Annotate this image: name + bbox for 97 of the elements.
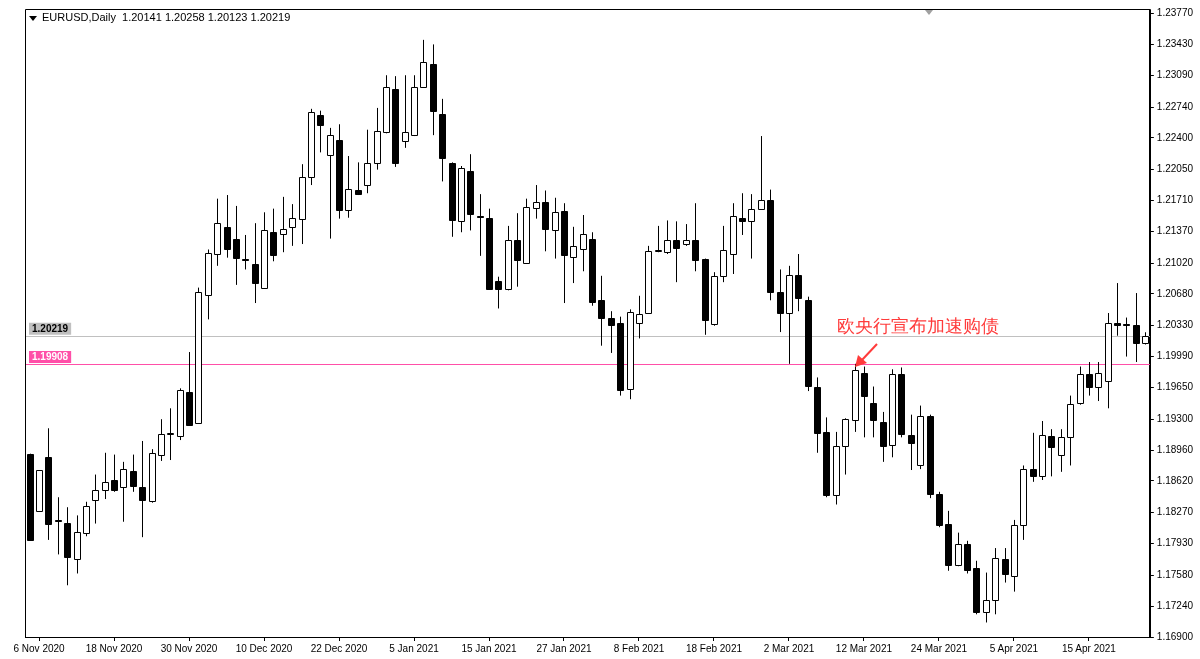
- y-tick-label: 1.19990: [1156, 350, 1194, 362]
- candlestick: [655, 225, 662, 253]
- candlestick: [1002, 547, 1009, 584]
- x-tick-label: 10 Dec 2020: [235, 642, 293, 654]
- candlestick: [1086, 361, 1093, 397]
- x-tick-label: 30 Nov 2020: [160, 642, 218, 654]
- y-tick-label: 1.20680: [1156, 287, 1194, 299]
- candlestick: [402, 74, 409, 149]
- candlestick: [1095, 361, 1102, 402]
- ref-line-label: 1.20219: [32, 322, 69, 334]
- candlestick: [280, 196, 287, 253]
- candlestick: [120, 461, 127, 523]
- candlestick: [608, 310, 615, 354]
- candlestick: [692, 202, 699, 272]
- y-tick-label: 1.17240: [1156, 599, 1194, 611]
- candlestick: [795, 253, 802, 312]
- candlestick: [983, 572, 990, 623]
- x-tick-label: 8 Feb 2021: [613, 642, 665, 654]
- candlestick: [158, 418, 165, 462]
- annotation: 欧央行宣布加速购债: [836, 316, 999, 336]
- candlestick: [111, 454, 118, 493]
- y-tick-label: 1.21370: [1156, 225, 1194, 237]
- x-tick-label: 12 Mar 2021: [835, 642, 893, 654]
- candlestick: [355, 161, 362, 196]
- candlestick: [533, 184, 540, 220]
- y-tick-label: 1.17930: [1156, 537, 1194, 549]
- candlestick: [514, 212, 521, 288]
- y-tick-label: 1.18960: [1156, 443, 1194, 455]
- candlestick: [758, 135, 765, 211]
- y-tick-label: 1.23770: [1156, 7, 1194, 19]
- x-tick-label: 5 Jan 2021: [389, 642, 440, 654]
- candlestick: [252, 222, 259, 304]
- candlestick: [777, 268, 784, 333]
- candlestick: [955, 532, 962, 567]
- candlestick: [1133, 292, 1140, 363]
- y-tick-label: 1.21710: [1156, 194, 1194, 206]
- candlestick: [570, 226, 577, 284]
- y-tick-label: 1.19650: [1156, 381, 1194, 393]
- x-tick-label: 27 Jan 2021: [536, 642, 592, 654]
- y-tick-label: 1.22400: [1156, 131, 1194, 143]
- ref-line-label: 1.19908: [32, 350, 69, 362]
- candlestick: [664, 219, 671, 255]
- y-tick-label: 1.16900: [1156, 630, 1194, 642]
- candlestick: [477, 193, 484, 257]
- candlestick: [55, 496, 62, 555]
- candlestick: [130, 454, 137, 493]
- y-tick-label: 1.20330: [1156, 319, 1194, 331]
- x-tick-label: 5 Apr 2021: [989, 642, 1039, 654]
- candlestick: [673, 220, 680, 283]
- candlestick: [242, 234, 249, 270]
- candlestick: [580, 214, 587, 272]
- y-tick-label: 1.22050: [1156, 163, 1194, 175]
- candlestick: [102, 452, 109, 500]
- candlestick: [289, 203, 296, 247]
- candlestick: [270, 208, 277, 262]
- candlestick: [683, 223, 690, 247]
- y-tick-label: 1.22740: [1156, 100, 1194, 112]
- x-tick-label: 18 Nov 2020: [85, 642, 143, 654]
- candlestick: [224, 194, 231, 259]
- candlestick: [636, 295, 643, 339]
- x-tick-label: 15 Apr 2021: [1061, 642, 1117, 654]
- y-tick-label: 1.23430: [1156, 38, 1194, 50]
- candlestick: [495, 276, 502, 309]
- x-tick-label: 6 Nov 2020: [13, 642, 66, 654]
- candlestick: [598, 275, 605, 347]
- y-tick-label: 1.17580: [1156, 569, 1194, 581]
- y-tick-label: 1.18270: [1156, 506, 1194, 518]
- y-tick-label: 1.18620: [1156, 474, 1194, 486]
- y-tick-label: 1.23090: [1156, 69, 1194, 80]
- candlestick: [1114, 282, 1121, 337]
- candlestick: [870, 386, 877, 438]
- candlestick: [1030, 432, 1037, 483]
- x-tick-label: 22 Dec 2020: [310, 642, 368, 654]
- candlestick: [1123, 317, 1130, 358]
- candlestick: [748, 193, 755, 260]
- y-tick-label: 1.19300: [1156, 412, 1194, 424]
- candlestick: [880, 411, 887, 463]
- candlestick: [92, 474, 99, 525]
- candlestick: [552, 197, 559, 260]
- candlestick: [317, 110, 324, 153]
- x-tick-label: 24 Mar 2021: [910, 642, 968, 654]
- candlestick: [345, 155, 352, 219]
- candlestick: [739, 192, 746, 236]
- candlestick: [233, 205, 240, 286]
- candlestick: [364, 129, 371, 194]
- candlestick: [167, 407, 174, 461]
- candlestick: [139, 440, 146, 538]
- candlestick: [861, 366, 868, 438]
- y-tick-label: 1.21020: [1156, 256, 1194, 268]
- x-tick-label: 18 Feb 2021: [685, 642, 743, 654]
- candlestick: [908, 414, 915, 471]
- x-tick-label: 15 Jan 2021: [461, 642, 517, 654]
- candlestick: [1058, 428, 1065, 473]
- candlestick: [327, 127, 334, 240]
- x-tick-label: 2 Mar 2021: [763, 642, 815, 654]
- candlestick: [1048, 428, 1055, 477]
- chart-title: EURUSD,Daily 1.20141 1.20258 1.20123 1.20219: [42, 11, 291, 24]
